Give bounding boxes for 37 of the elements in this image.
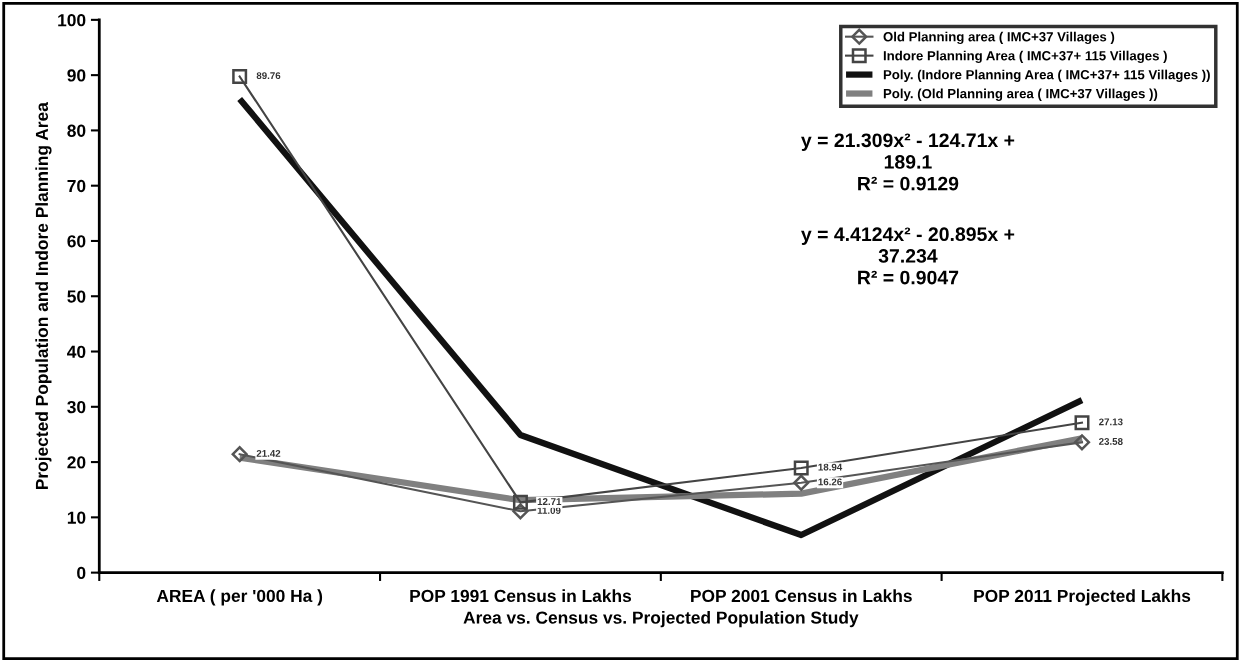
y-tick-label: 0 [77,566,86,580]
x-axis-title: Area vs. Census vs. Projected Population Study [463,611,859,628]
x-tick-label: POP 1991 Census in Lakhs [410,589,632,603]
point [1074,415,1090,431]
data-label: 18.94 [818,463,843,471]
legend-label: Poly. (Old Planning area ( IMC+37 Villages )) [883,88,1158,101]
y-tick-label: 80 [67,124,86,137]
point [793,474,810,491]
point [793,460,809,476]
x-tick-label: POP 2001 Census in Lakhs [691,589,912,603]
data-label: 89.76 [256,72,281,80]
y-tick-label: 100 [58,14,86,27]
point [512,494,528,510]
y-axis-title: Projected Population and Indore Planning Area [35,102,52,490]
point [232,68,248,84]
data-label: 21.42 [256,449,281,457]
data-label: 16.26 [818,478,842,486]
annotation: y = 4.4124x² - 20.895x + 37.234 R² = 0.9047 [801,227,1015,285]
data-label: 23.58 [1099,438,1123,445]
data-label: 27.13 [1099,418,1123,426]
point [231,446,248,463]
legend-label: Indore Planning Area ( IMC+37+ 115 Villages ) [883,50,1167,64]
y-tick-label: 20 [67,456,86,469]
x-tick-label: POP 2011 Projected Lakhs [974,589,1191,606]
legend-label: Old Planning area ( IMC+37 Villages ) [883,31,1115,45]
y-tick-label: 60 [67,235,86,248]
annotation: y = 21.309x² - 124.71x + 189.1 R² = 0.9129 [801,133,1015,191]
legend-label: Poly. (Indore Planning Area ( IMC+37+ 115 Villages )) [883,69,1210,82]
y-tick-label: 30 [67,400,86,414]
y-tick-label: 50 [67,290,86,303]
point [1073,434,1091,451]
y-tick-label: 40 [67,345,86,358]
y-tick-label: 90 [67,69,86,82]
x-tick-label: AREA ( per '000 Ha ) [156,589,323,606]
y-tick-label: 70 [67,179,86,193]
y-tick-label: 10 [67,511,86,524]
data-label: 11.09 [537,507,561,514]
